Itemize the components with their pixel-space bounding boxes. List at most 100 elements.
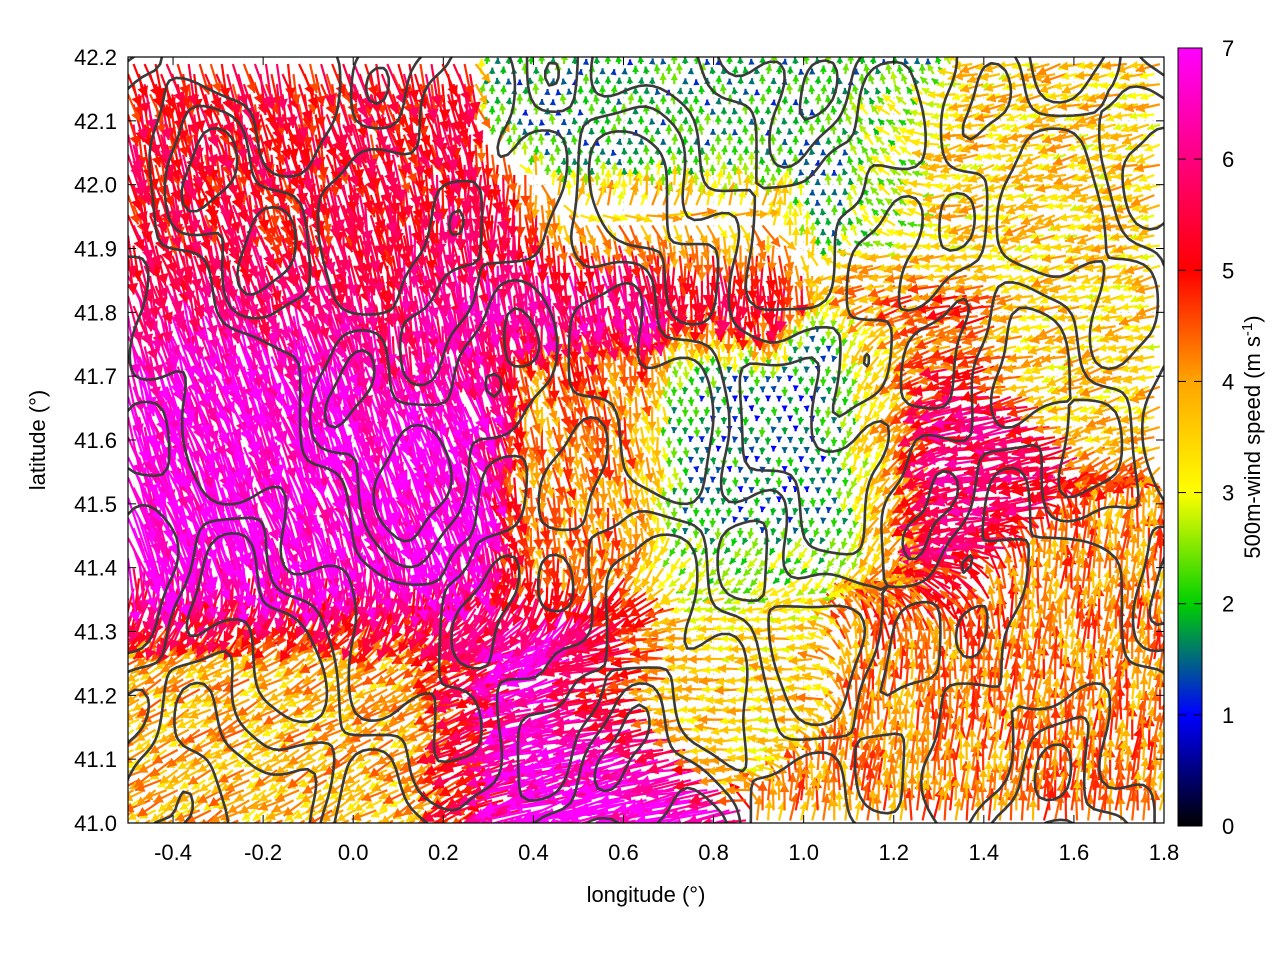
wind-vector	[787, 538, 793, 545]
wind-vector	[751, 578, 758, 586]
wind-vector	[819, 557, 825, 564]
wind-vector	[854, 801, 863, 820]
wind-vector	[744, 568, 752, 576]
wind-vector	[809, 538, 815, 545]
wind-vector	[704, 527, 710, 534]
wind-vector	[787, 548, 796, 558]
wind-vector	[835, 791, 844, 810]
wind-vector	[776, 517, 782, 523]
wind-vector	[219, 760, 239, 770]
wind-vector	[770, 548, 776, 555]
wind-vector	[682, 528, 688, 534]
wind-vector	[773, 577, 780, 584]
wind-vector	[702, 654, 724, 663]
wind-vector	[820, 518, 826, 524]
wind-vector	[732, 516, 738, 522]
wind-vector	[117, 750, 133, 758]
wind-vector	[736, 578, 746, 585]
wind-vector	[688, 706, 707, 715]
wind-vector	[743, 538, 749, 545]
wind-vector	[735, 548, 742, 558]
wind-vector	[1159, 790, 1168, 810]
wind-vector	[764, 800, 773, 821]
wind-vector	[729, 605, 741, 612]
wind-vector	[842, 518, 848, 525]
wind-vector	[542, 820, 613, 849]
wind-vector	[106, 780, 128, 798]
wind-vector	[1139, 516, 1148, 538]
wind-vector	[743, 587, 751, 593]
wind-vector	[815, 578, 824, 590]
wind-vector	[829, 538, 836, 548]
wind-vector	[813, 528, 820, 537]
wind-vector	[326, 820, 349, 831]
wind-vector	[670, 548, 676, 556]
wind-vector	[836, 528, 843, 536]
wind-vector	[811, 731, 819, 750]
wind-vector	[717, 664, 740, 673]
wind-vector	[1029, 799, 1038, 821]
wind-vector	[795, 538, 802, 549]
wind-vector	[739, 717, 758, 726]
wind-vector	[115, 578, 128, 620]
wind-vector	[113, 659, 128, 668]
wind-vector	[351, 820, 371, 831]
wind-vector	[754, 568, 762, 575]
wind-vector	[122, 719, 139, 727]
wind-vector	[108, 720, 128, 736]
wind-vector	[696, 538, 703, 551]
wind-vector	[731, 587, 740, 594]
wind-vector	[694, 605, 708, 613]
wind-vector	[120, 588, 133, 628]
wind-vector	[213, 669, 233, 678]
wind-vector	[752, 615, 768, 623]
wind-vector	[638, 652, 669, 663]
wind-vector	[669, 578, 680, 586]
wind-vector	[825, 528, 832, 537]
wind-vector	[671, 558, 680, 571]
wind-vector	[678, 597, 691, 604]
wind-vector	[820, 537, 826, 544]
wind-vector	[735, 568, 742, 575]
wind-vector	[916, 649, 926, 679]
wind-vector	[841, 538, 848, 549]
wind-vector	[799, 548, 807, 559]
wind-vector	[744, 724, 762, 733]
wind-vector	[722, 568, 729, 577]
wind-vector	[825, 701, 835, 719]
wind-vector	[706, 588, 719, 595]
wind-vector	[689, 568, 697, 579]
wind-vector	[679, 568, 686, 575]
wind-vector	[679, 558, 691, 568]
wind-vector	[665, 518, 672, 529]
wind-vector	[724, 746, 740, 754]
wind-vector	[724, 578, 735, 586]
wind-vector	[748, 558, 757, 567]
wind-vector	[253, 810, 266, 820]
wind-vector	[698, 568, 708, 578]
wind-vector	[721, 517, 727, 523]
wind-vector	[788, 615, 801, 623]
wind-vector	[124, 820, 139, 831]
wind-vector	[128, 820, 150, 832]
wind-vector	[755, 548, 762, 556]
wind-vector	[731, 538, 737, 546]
wind-vector	[552, 820, 602, 843]
wind-vector	[773, 616, 790, 624]
wind-vector	[770, 528, 777, 535]
wind-vector	[469, 820, 525, 843]
wind-vector	[744, 548, 751, 557]
wind-vector	[1156, 745, 1166, 770]
wind-vector	[702, 685, 719, 693]
wind-vector	[654, 820, 702, 843]
wind-vector	[702, 643, 718, 651]
wind-vector	[802, 672, 823, 681]
wind-vector	[802, 558, 812, 569]
wind-vector	[738, 665, 752, 673]
wind-vector	[251, 820, 272, 831]
wind-vector	[642, 568, 652, 587]
wind-vector	[709, 518, 716, 527]
wind-vector	[805, 710, 823, 720]
wind-vector	[831, 518, 838, 527]
wind-vector	[737, 528, 744, 537]
